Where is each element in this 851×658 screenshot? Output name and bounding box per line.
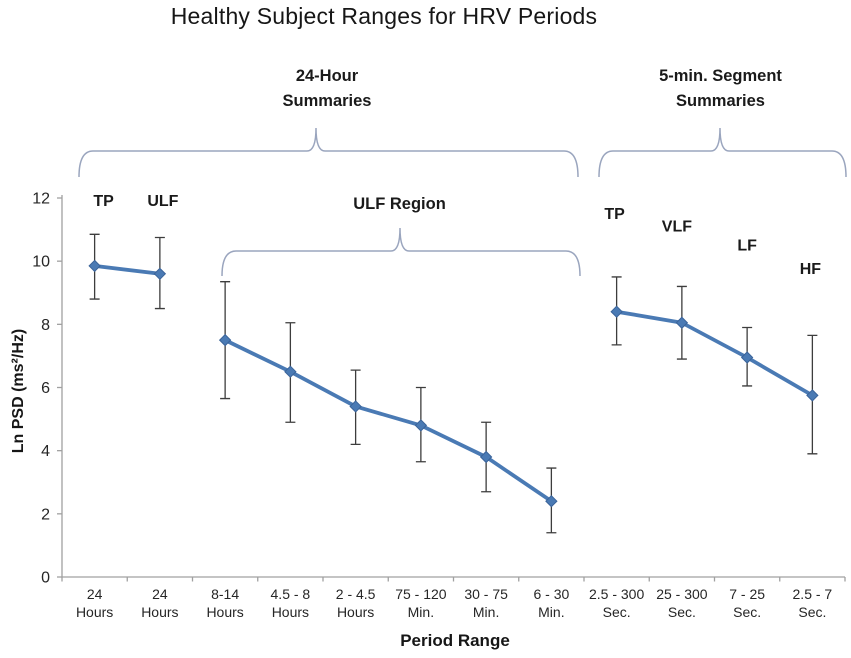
group-label-24-hour-summaries: 24-Hour Summaries [227, 64, 427, 114]
x-tick-label: 4.5 - 8 Hours [271, 586, 311, 620]
series-line [223, 338, 554, 504]
x-tick-label: 8-14 Hours [206, 586, 243, 620]
chart-title: Healthy Subject Ranges for HRV Periods [170, 3, 598, 29]
data-point-marker [545, 494, 558, 508]
x-tick-label: 7 - 25 Sec. [729, 586, 765, 620]
data-point-marker [806, 389, 819, 402]
data-point-marker [218, 333, 232, 347]
data-point-marker [675, 316, 689, 329]
ulf-region-label: ULF Region [353, 195, 446, 213]
x-tick-label: 25 - 300 Sec. [656, 586, 708, 620]
brace-24-hour-summaries [78, 127, 579, 178]
band-label-vlf: VLF [662, 218, 692, 235]
x-tick-label: 24 Hours [76, 586, 113, 620]
y-tick-label: 2 [41, 506, 50, 523]
group-label-5-min-line2: Summaries [676, 92, 765, 110]
axes [61, 195, 845, 578]
y-tick-label: 0 [41, 570, 50, 587]
x-tick-label: 2.5 - 300 Sec. [589, 586, 644, 620]
x-tick-label: 24 Hours [141, 586, 178, 620]
y-tick-label: 10 [32, 254, 50, 271]
x-tick-label: 2.5 - 7 Sec. [793, 586, 833, 620]
y-tick-label: 12 [32, 191, 50, 208]
band-label-ulf: ULF [147, 193, 178, 210]
x-tick-label: 30 - 75 Min. [464, 586, 508, 620]
data-point-marker [740, 351, 754, 364]
x-tick-label: 6 - 30 Min. [533, 586, 569, 620]
series-line [614, 309, 815, 398]
x-tick-label: 75 - 120 Min. [395, 586, 447, 620]
group-label-5-min-line1: 5-min. Segment [659, 67, 782, 85]
y-tick-label: 8 [41, 317, 50, 334]
data-point-marker [479, 450, 493, 464]
group-label-24-hour-line2: Summaries [282, 92, 372, 110]
brace-5-min-summaries [598, 127, 847, 178]
y-tick-label: 4 [41, 443, 50, 460]
group-label-5-min-summaries: 5-min. Segment Summaries [610, 64, 831, 114]
group-label-24-hour-line1: 24-Hour [295, 67, 359, 85]
data-point-marker [610, 305, 623, 318]
data-point-marker [88, 259, 101, 273]
band-label-lf: LF [737, 237, 757, 254]
data-point-marker [414, 419, 428, 432]
data-point-marker [349, 400, 362, 413]
series-line [92, 264, 162, 276]
y-tick-label: 6 [41, 380, 50, 397]
data-point-marker [284, 365, 297, 378]
band-label-hf: HF [800, 261, 822, 278]
band-label-tp: TP [604, 206, 625, 223]
brace-ulf-region [221, 227, 581, 277]
x-axis-title: Period Range [400, 631, 510, 650]
x-tick-label: 2 - 4.5 Hours [336, 586, 376, 620]
data-point-marker [153, 267, 167, 281]
band-label-tp: TP [93, 193, 114, 210]
